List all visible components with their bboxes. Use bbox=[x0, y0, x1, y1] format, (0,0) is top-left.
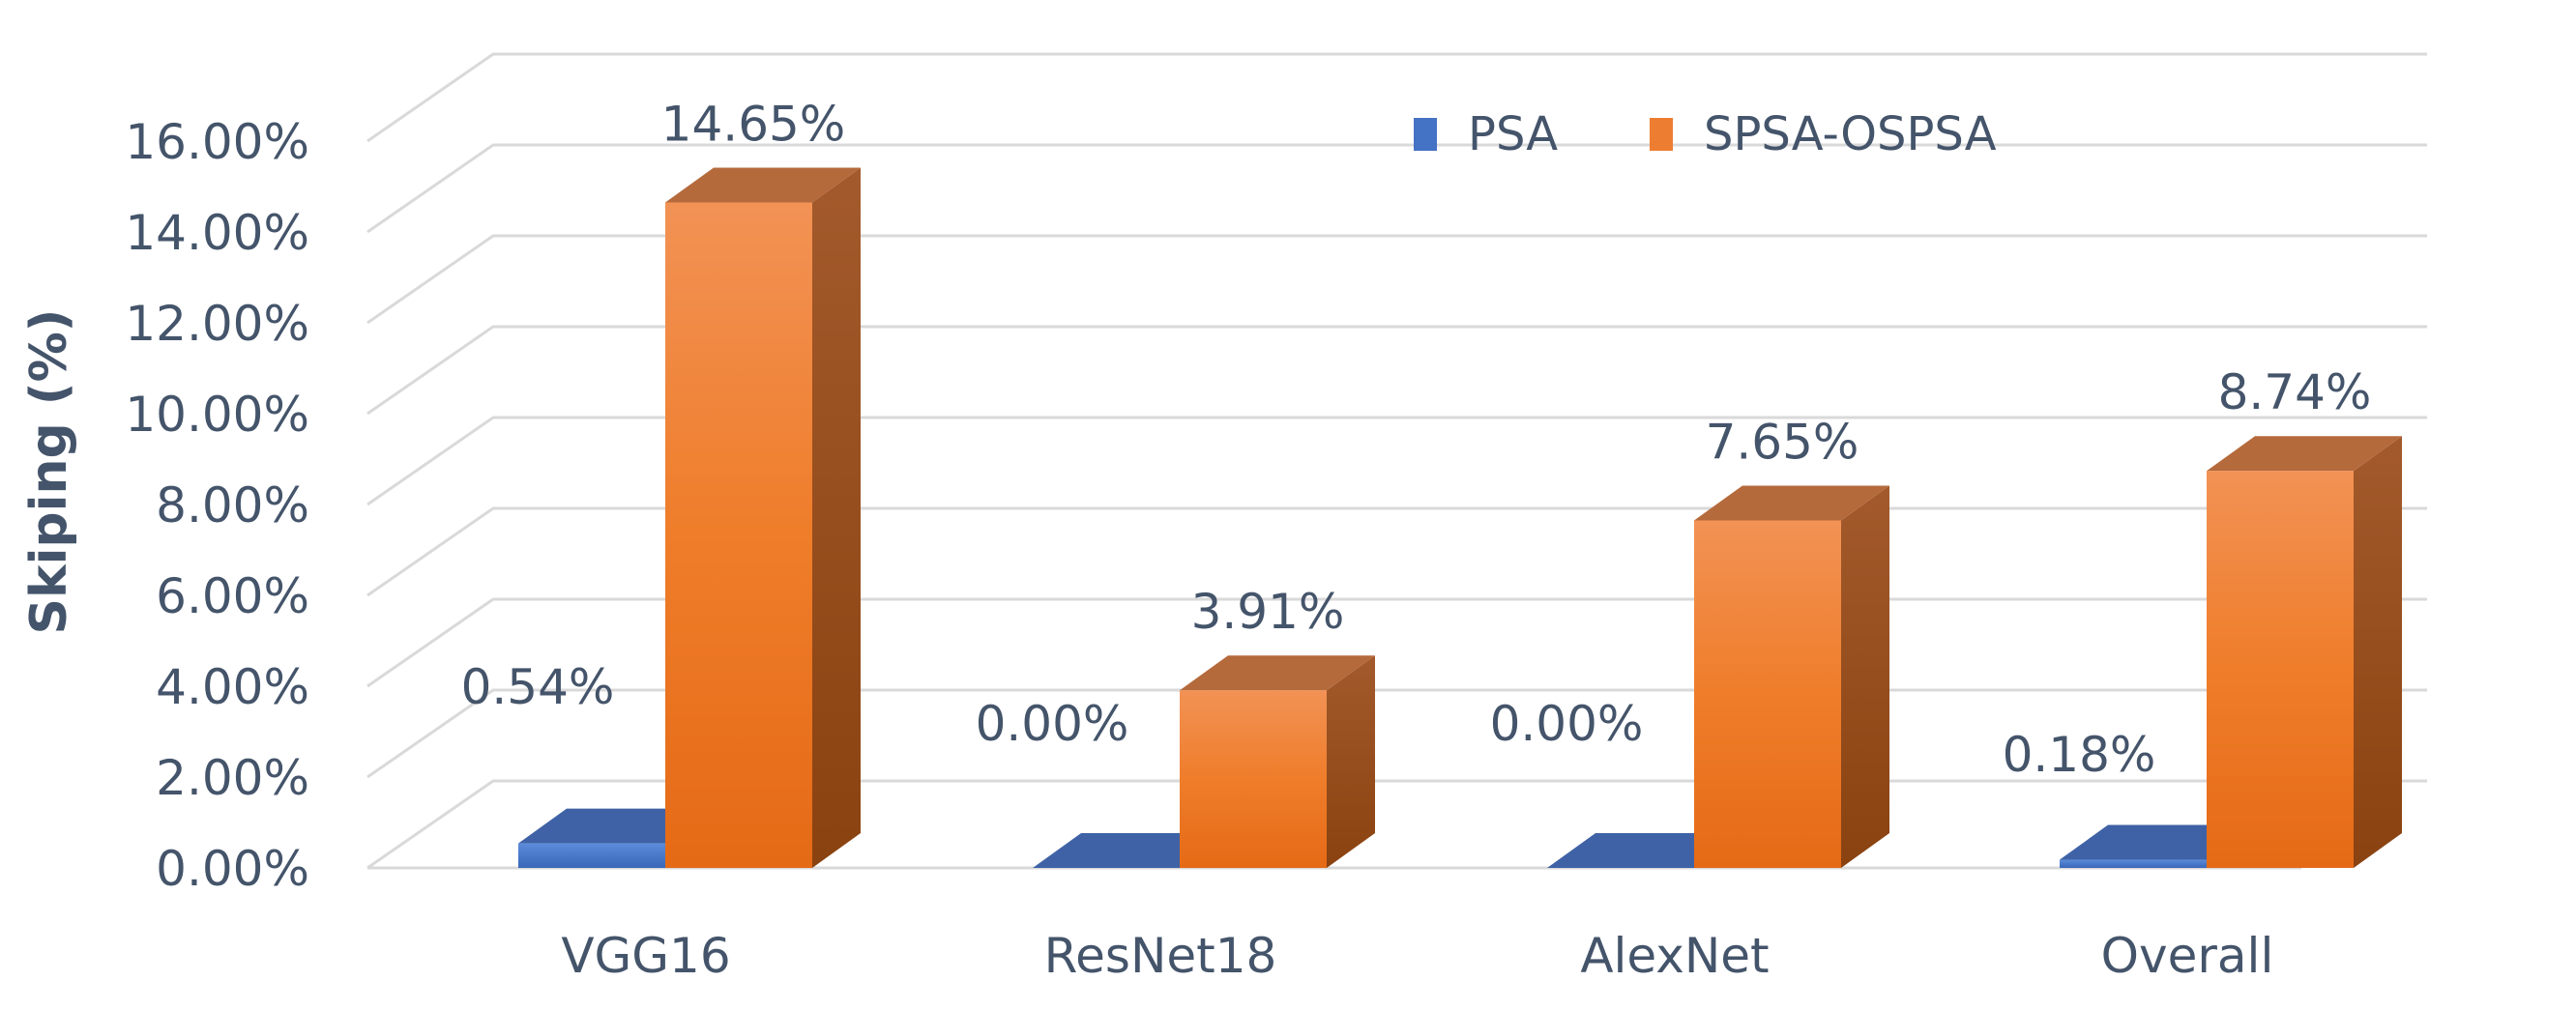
bar-side bbox=[1327, 655, 1375, 868]
bar-front bbox=[2060, 859, 2207, 868]
gridlines bbox=[366, 52, 2427, 870]
x-axis-ticks: VGG16 ResNet18 AlexNet Overall bbox=[561, 928, 2273, 984]
bar-side bbox=[1841, 485, 1889, 868]
bar-front bbox=[1180, 690, 1327, 868]
bar-top bbox=[1180, 655, 1375, 691]
bar bbox=[1033, 833, 1228, 868]
y-tick-label: 6.00% bbox=[156, 568, 309, 624]
x-tick-label: VGG16 bbox=[561, 928, 730, 984]
data-label: 14.65% bbox=[661, 96, 846, 152]
y-tick-label: 4.00% bbox=[156, 659, 309, 715]
y-tick-label: 0.00% bbox=[156, 841, 309, 897]
gridline bbox=[366, 52, 2427, 143]
y-tick-label: 8.00% bbox=[156, 477, 309, 534]
bar-side bbox=[2354, 436, 2402, 868]
legend: PSA SPSA-OSPSA bbox=[1414, 107, 1997, 161]
bars bbox=[518, 167, 2402, 868]
bar-top bbox=[2207, 436, 2402, 472]
gridline bbox=[366, 234, 2427, 325]
bar-front bbox=[2207, 471, 2354, 868]
bar bbox=[665, 167, 861, 868]
x-tick-label: AlexNet bbox=[1580, 928, 1769, 984]
bar-top bbox=[1033, 833, 1228, 868]
bar-top bbox=[665, 167, 861, 203]
bar-top bbox=[1547, 833, 1742, 868]
legend-swatch-spsa-ospsa bbox=[1650, 118, 1673, 151]
y-tick-label: 10.00% bbox=[125, 387, 309, 443]
legend-label-spsa-ospsa: SPSA-OSPSA bbox=[1704, 107, 1997, 161]
bar bbox=[1547, 833, 1742, 868]
y-axis-ticks: 0.00% 2.00% 4.00% 6.00% 8.00% 10.00% 12.00% 14.… bbox=[125, 114, 309, 897]
bar-side bbox=[812, 167, 861, 868]
bar bbox=[2207, 436, 2402, 868]
bar-top bbox=[1694, 485, 1889, 521]
data-label: 8.74% bbox=[2218, 364, 2372, 420]
gridline bbox=[366, 143, 2427, 234]
y-tick-label: 14.00% bbox=[125, 205, 309, 261]
bar-front bbox=[665, 202, 812, 868]
data-label: 0.18% bbox=[2003, 727, 2156, 783]
gridline bbox=[366, 416, 2427, 506]
y-axis-title: Skiping (%) bbox=[20, 309, 78, 635]
data-label: 0.00% bbox=[1490, 696, 1644, 752]
legend-swatch-psa bbox=[1414, 118, 1437, 151]
data-label: 0.54% bbox=[461, 659, 615, 715]
bar-front bbox=[518, 843, 665, 868]
bar-top bbox=[518, 808, 714, 844]
y-tick-label: 2.00% bbox=[156, 750, 309, 806]
bar-top bbox=[2060, 824, 2255, 860]
x-tick-label: ResNet18 bbox=[1044, 928, 1277, 984]
data-label: 7.65% bbox=[1706, 414, 1859, 470]
bar bbox=[1180, 655, 1375, 868]
bar bbox=[1694, 485, 1889, 868]
data-labels: 0.54% 14.65% 0.00% 3.91% 0.00% 7.65% 0.18% 8.74… bbox=[461, 96, 2372, 783]
y-tick-label: 16.00% bbox=[125, 114, 309, 170]
gridline bbox=[366, 325, 2427, 416]
data-label: 0.00% bbox=[976, 696, 1129, 752]
legend-label-psa: PSA bbox=[1468, 107, 1558, 161]
bar-front bbox=[1694, 520, 1841, 868]
y-tick-label: 12.00% bbox=[125, 296, 309, 352]
x-tick-label: Overall bbox=[2101, 928, 2274, 984]
data-label: 3.91% bbox=[1191, 584, 1345, 640]
